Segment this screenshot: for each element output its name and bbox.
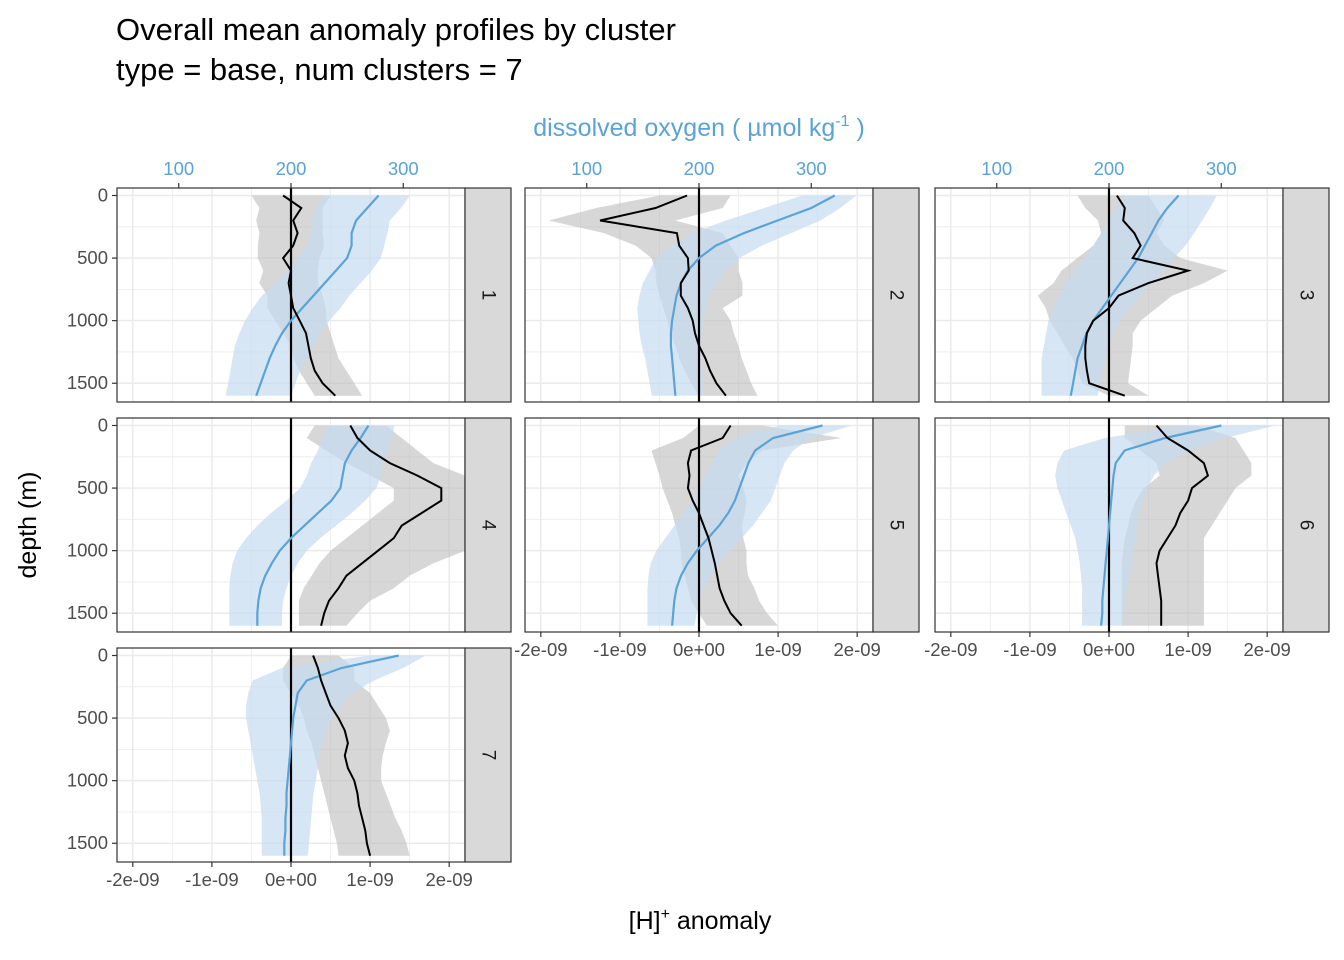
strip-label: 4 xyxy=(478,520,499,531)
strip-background xyxy=(464,417,512,633)
strip-label: 1 xyxy=(478,290,499,301)
oxygen-tick-label: 100 xyxy=(163,158,194,179)
y-tick-label: 0 xyxy=(98,185,108,206)
oxygen-mean-line xyxy=(669,194,836,396)
oxygen-mean-line xyxy=(1100,424,1222,626)
y-tick-label: 1000 xyxy=(67,310,108,331)
oxygen-tick-label: 300 xyxy=(388,158,419,179)
oxygen-mean-line xyxy=(1069,194,1180,396)
facet-strip-3: 3 xyxy=(1282,187,1330,403)
strip-label: 2 xyxy=(886,290,907,301)
oxygen-mean-line xyxy=(256,424,370,626)
x-tick-label: -2e-09 xyxy=(924,639,977,660)
oxygen-tick-label: 200 xyxy=(1094,158,1125,179)
y-tick-label: 500 xyxy=(77,247,108,268)
y-tick-label: 0 xyxy=(98,645,108,666)
y-tick-label: 1500 xyxy=(67,602,108,623)
facet-strip-7: 7 xyxy=(464,647,512,863)
oxygen-tick-label: 200 xyxy=(684,158,715,179)
x-tick-label: 1e-09 xyxy=(346,869,393,890)
x-tick-label: 1e-09 xyxy=(1164,639,1211,660)
x-tick-label: -1e-09 xyxy=(185,869,238,890)
oxygen-mean-line xyxy=(671,424,823,626)
chart-title-line2: type = base, num clusters = 7 xyxy=(116,52,523,87)
y-tick-label: 1500 xyxy=(67,832,108,853)
x-tick-label: 2e-09 xyxy=(1244,639,1291,660)
h-anomaly-mean-line xyxy=(320,425,443,626)
h-anomaly-mean-line xyxy=(312,655,372,856)
strip-background xyxy=(464,647,512,863)
x-tick-label: 0e+00 xyxy=(673,639,725,660)
h-anomaly-mean-line xyxy=(599,194,727,397)
facet-strip-6: 6 xyxy=(1282,417,1330,633)
h-anomaly-mean-line xyxy=(686,424,743,627)
x-tick-label: -1e-09 xyxy=(1003,639,1056,660)
h-anomaly-axis-title: [H]+ anomaly xyxy=(629,906,772,935)
h-anomaly-ribbon xyxy=(1121,425,1252,626)
chart-title-line1: Overall mean anomaly profiles by cluster xyxy=(116,12,676,47)
oxygen-tick-label: 300 xyxy=(1206,158,1237,179)
h-anomaly-mean-line xyxy=(281,194,337,397)
strip-background xyxy=(1282,417,1330,633)
facet-panel-cluster-1: 1 0 500 1000 1500 100 200 300 xyxy=(67,158,512,403)
facet-strip-4: 4 xyxy=(464,417,512,633)
facet-panel-cluster-6: 6 -2e-09 -1e-09 0e+00 1e-09 2e-09 xyxy=(924,417,1330,660)
oxygen-mean-line xyxy=(283,654,400,856)
oxygen-tick-label: 200 xyxy=(276,158,307,179)
y-tick-label: 500 xyxy=(77,477,108,498)
facet-strip-1: 1 xyxy=(464,187,512,403)
facet-strip-2: 2 xyxy=(872,187,920,403)
strip-label: 5 xyxy=(886,520,907,531)
facet-panel-cluster-7: 7 0 500 1000 1500 -2e-09 -1e-09 0e+00 1e-09 2e-09 xyxy=(67,645,512,890)
h-anomaly-mean-line xyxy=(1155,424,1210,626)
strip-label: 6 xyxy=(1296,520,1317,531)
oxygen-ribbon xyxy=(225,195,410,396)
strip-background xyxy=(872,417,920,633)
oxygen-axis-title: dissolved oxygen ( µmol kg-1 ) xyxy=(533,113,865,142)
x-tick-label: 2e-09 xyxy=(426,869,473,890)
x-tick-label: 1e-09 xyxy=(754,639,801,660)
y-tick-label: 1000 xyxy=(67,540,108,561)
h-anomaly-ribbon xyxy=(298,425,465,626)
y-tick-label: 500 xyxy=(77,707,108,728)
facet-panel-cluster-2: 2 100 200 300 xyxy=(524,158,920,403)
x-tick-label: -2e-09 xyxy=(106,869,159,890)
strip-background xyxy=(1282,187,1330,403)
y-tick-label: 1500 xyxy=(67,372,108,393)
oxygen-ribbon xyxy=(637,195,857,396)
x-tick-label: 2e-09 xyxy=(834,639,881,660)
depth-axis-title: depth (m) xyxy=(14,472,42,579)
strip-label: 7 xyxy=(478,750,499,761)
oxygen-tick-label: 100 xyxy=(571,158,602,179)
facet-panel-cluster-5: 5 -2e-09 -1e-09 0e+00 1e-09 2e-09 xyxy=(514,417,920,660)
strip-background xyxy=(872,187,920,403)
y-tick-label: 0 xyxy=(98,415,108,436)
x-tick-label: 0e+00 xyxy=(265,869,317,890)
y-tick-label: 1000 xyxy=(67,770,108,791)
oxygen-ribbon xyxy=(229,425,395,626)
oxygen-mean-line xyxy=(255,194,380,397)
facet-strip-5: 5 xyxy=(872,417,920,633)
h-anomaly-mean-line xyxy=(1084,194,1192,397)
strip-label: 3 xyxy=(1296,290,1317,301)
x-tick-label: 0e+00 xyxy=(1083,639,1135,660)
oxygen-tick-label: 300 xyxy=(796,158,827,179)
facet-panel-cluster-4: 4 0 500 1000 1500 xyxy=(67,415,512,633)
oxygen-tick-label: 100 xyxy=(981,158,1012,179)
strip-background xyxy=(464,187,512,403)
x-tick-label: -1e-09 xyxy=(593,639,646,660)
facet-panel-cluster-3: 3 100 200 300 xyxy=(934,158,1330,403)
x-tick-label: -2e-09 xyxy=(514,639,567,660)
